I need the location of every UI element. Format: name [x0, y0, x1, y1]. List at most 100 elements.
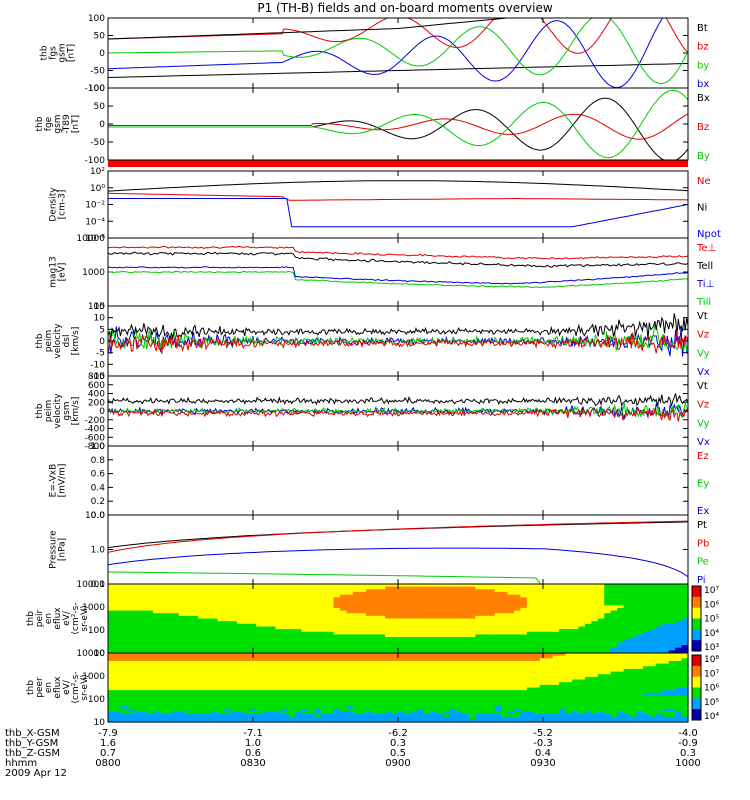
heatmap-cell: [224, 698, 232, 702]
heatmap-cell: [681, 589, 689, 593]
heatmap-cell: [256, 714, 264, 718]
heatmap-cell: [159, 695, 167, 699]
heatmap-cell: [636, 626, 644, 630]
legend-Pi: Pi: [697, 575, 706, 586]
heatmap-cell: [275, 645, 283, 649]
heatmap-cell: [604, 626, 612, 630]
heatmap-cell: [127, 645, 135, 649]
heatmap-cell: [610, 629, 618, 633]
heatmap-cell: [578, 711, 586, 715]
heatmap-cell: [552, 668, 560, 673]
heatmap-cell: [410, 671, 418, 675]
heatmap-cell: [159, 698, 167, 702]
heatmap-cell: [159, 674, 167, 678]
heatmap-cell: [275, 586, 283, 590]
heatmap-cell: [140, 584, 148, 588]
heatmap-cell: [636, 634, 644, 638]
heatmap-cell: [423, 658, 431, 662]
heatmap-cell: [494, 658, 502, 662]
heatmap-cell: [539, 676, 547, 681]
heatmap-cell: [307, 660, 315, 665]
heatmap-cell: [320, 653, 328, 657]
heatmap-cell: [655, 716, 663, 720]
heatmap-cell: [494, 584, 502, 588]
heatmap-cell: [655, 607, 663, 612]
heatmap-cell: [340, 668, 348, 673]
heatmap-cell: [230, 645, 238, 649]
heatmap-cell: [591, 586, 599, 590]
heatmap-cell: [243, 618, 251, 622]
heatmap-cell: [610, 655, 618, 659]
heatmap-cell: [140, 631, 148, 636]
heatmap-cell: [372, 668, 380, 673]
heatmap-cell: [352, 621, 360, 625]
heatmap-cell: [533, 639, 541, 643]
heatmap-cell: [591, 658, 599, 662]
heatmap-cell: [359, 679, 367, 683]
heatmap-cell: [340, 692, 348, 697]
heatmap-cell: [294, 653, 302, 657]
heatmap-cell: [172, 695, 180, 699]
heatmap-cell: [178, 623, 186, 628]
heatmap-cell: [520, 591, 528, 596]
heatmap-cell: [668, 700, 676, 705]
heatmap-cell: [327, 711, 335, 715]
ylabel-line: E=-VxB: [49, 464, 59, 498]
heatmap-cell: [462, 610, 470, 614]
heatmap-cell: [243, 706, 251, 710]
heatmap-cell: [204, 671, 212, 675]
heatmap-cell: [572, 703, 580, 707]
heatmap-cell: [153, 687, 161, 691]
heatmap-cell: [159, 615, 167, 620]
heatmap-cell: [610, 586, 618, 590]
heatmap-cell: [159, 610, 167, 614]
heatmap-cell: [372, 613, 380, 617]
heatmap-cell: [617, 695, 625, 699]
heatmap-cell: [114, 700, 122, 705]
heatmap-cell: [501, 589, 509, 593]
heatmap-cell: [127, 716, 135, 720]
heatmap-cell: [507, 671, 515, 675]
heatmap-cell: [610, 597, 618, 601]
heatmap-cell: [494, 706, 502, 710]
heatmap-cell: [282, 594, 290, 598]
heatmap-cell: [494, 639, 502, 643]
heatmap-cell: [501, 692, 509, 697]
heatmap-cell: [108, 671, 116, 675]
heatmap-cell: [443, 623, 451, 628]
heatmap-cell: [224, 658, 232, 662]
heatmap-cell: [114, 674, 122, 678]
heatmap-cell: [584, 695, 592, 699]
heatmap-cell: [423, 623, 431, 628]
heatmap-cell: [642, 589, 650, 593]
heatmap-cell: [449, 690, 457, 694]
heatmap-cell: [481, 695, 489, 699]
heatmap-cell: [198, 645, 206, 649]
heatmap-cell: [604, 594, 612, 598]
heatmap-cell: [211, 613, 219, 617]
heatmap-cell: [262, 594, 270, 598]
panel-vgsm: thb peim velocity gsm [km/s]8006004002000-20…: [35, 372, 710, 452]
heatmap-cell: [352, 703, 360, 707]
heatmap-cell: [365, 597, 373, 601]
heatmap-cell: [481, 671, 489, 675]
heatmap-cell: [559, 653, 567, 657]
ylabel-line: peir: [35, 609, 45, 627]
heatmap-cell: [391, 674, 399, 678]
heatmap-cell: [642, 679, 650, 683]
heatmap-cell: [423, 695, 431, 699]
heatmap-cell: [604, 634, 612, 638]
heatmap-cell: [468, 631, 476, 636]
heatmap-cell: [591, 663, 599, 667]
heatmap-cell: [346, 658, 354, 662]
heatmap-cell: [198, 631, 206, 636]
heatmap-cell: [288, 637, 296, 641]
heatmap-cell: [372, 584, 380, 588]
heatmap-cell: [507, 708, 515, 712]
heatmap-cell: [314, 591, 322, 596]
heatmap-cell: [185, 703, 193, 707]
heatmap-cell: [191, 658, 199, 662]
heatmap-cell: [198, 602, 206, 606]
heatmap-cell: [475, 666, 483, 670]
heatmap-cell: [359, 655, 367, 659]
